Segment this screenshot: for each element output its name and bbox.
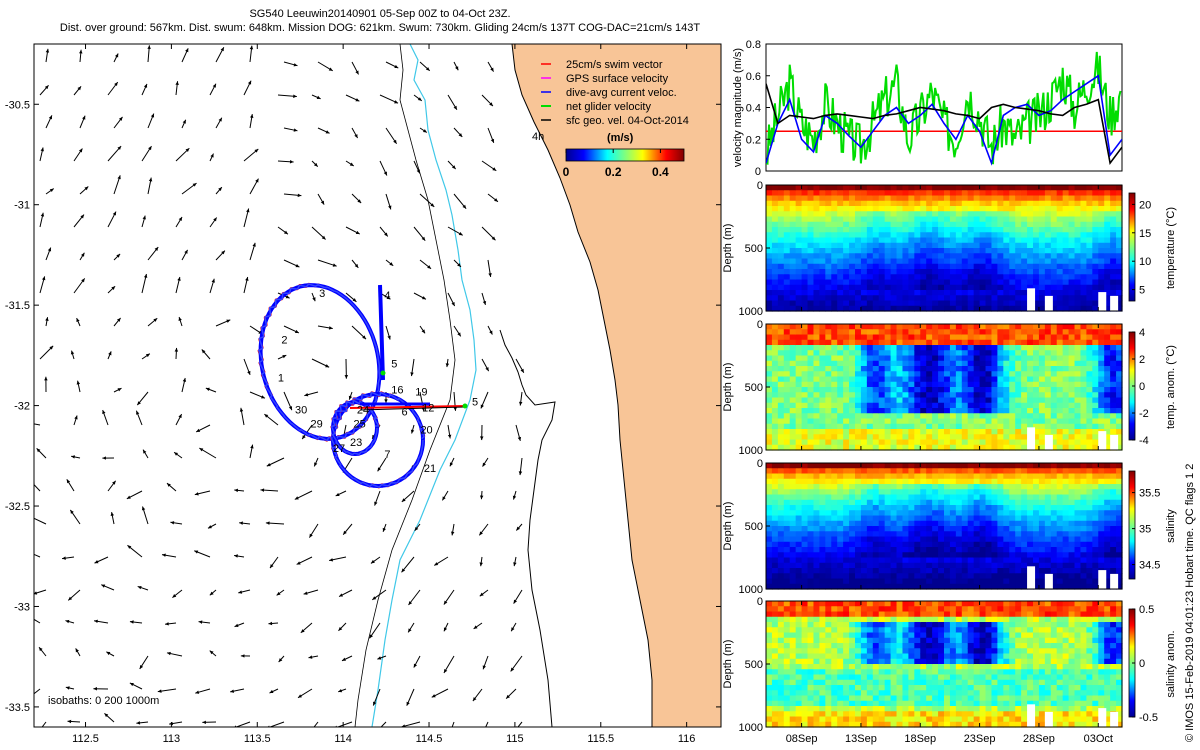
map-x-tick-label: 113.5: [244, 733, 271, 745]
day-label: 5: [391, 358, 397, 370]
map-y-tick-label: -33: [14, 601, 30, 613]
map-x-tick-label: 115.5: [587, 733, 614, 745]
legend-gps: GPS surface velocity: [566, 73, 669, 85]
day-label: 27: [333, 443, 345, 455]
day-label: 21: [424, 463, 436, 475]
day-label: 7: [384, 449, 390, 461]
day-label: 30: [295, 405, 307, 417]
day-label: 23: [350, 437, 362, 449]
colorbar-tick-label: 0.4: [652, 165, 669, 179]
day-label: 20: [420, 425, 432, 437]
map-y-tick-label: -33.5: [5, 702, 30, 714]
day-label: 1: [278, 372, 284, 384]
day-label: 19: [415, 387, 427, 399]
scale-label: 4h: [532, 131, 544, 143]
map-y-tick-label: -31: [14, 200, 30, 212]
day-label: 3: [319, 288, 325, 300]
day-label: 29: [311, 419, 323, 431]
day-label: 16: [391, 385, 403, 397]
day-label: 25: [353, 419, 365, 431]
isobath-label: isobaths: 0 200 1000m: [48, 695, 159, 707]
map-x-tick-label: 115: [506, 733, 524, 745]
legend-dac: dive-avg current veloc.: [566, 87, 677, 99]
legend-geo: sfc geo. vel. 04-Oct-2014: [566, 115, 689, 127]
day-label: 5: [472, 397, 478, 409]
day-label: 12: [422, 403, 434, 415]
map-colorbar: [565, 148, 685, 162]
map-x-tick-label: 114: [334, 733, 352, 745]
day-label: 24: [357, 405, 369, 417]
map-y-tick-label: -32: [14, 401, 30, 413]
map-x-tick-label: 113: [163, 733, 181, 745]
legend-swim: 25cm/s swim vector: [566, 59, 663, 71]
map-y-tick-label: -31.5: [5, 300, 30, 312]
map-x-tick-label: 116: [678, 733, 696, 745]
day-label: 4: [384, 290, 390, 302]
day-label: 6: [402, 407, 408, 419]
legend-net: net glider velocity: [566, 101, 651, 113]
map-x-tick-label: 112.5: [72, 733, 99, 745]
colorbar-title: (m/s): [607, 132, 634, 144]
map-x-tick-label: 114.5: [416, 733, 443, 745]
colorbar-tick-label: 0.2: [605, 165, 622, 179]
map-y-tick-label: -30.5: [5, 99, 30, 111]
colorbar-tick-label: 0: [563, 165, 570, 179]
day-label: 2: [281, 334, 287, 346]
map-y-tick-label: -32.5: [5, 501, 30, 513]
